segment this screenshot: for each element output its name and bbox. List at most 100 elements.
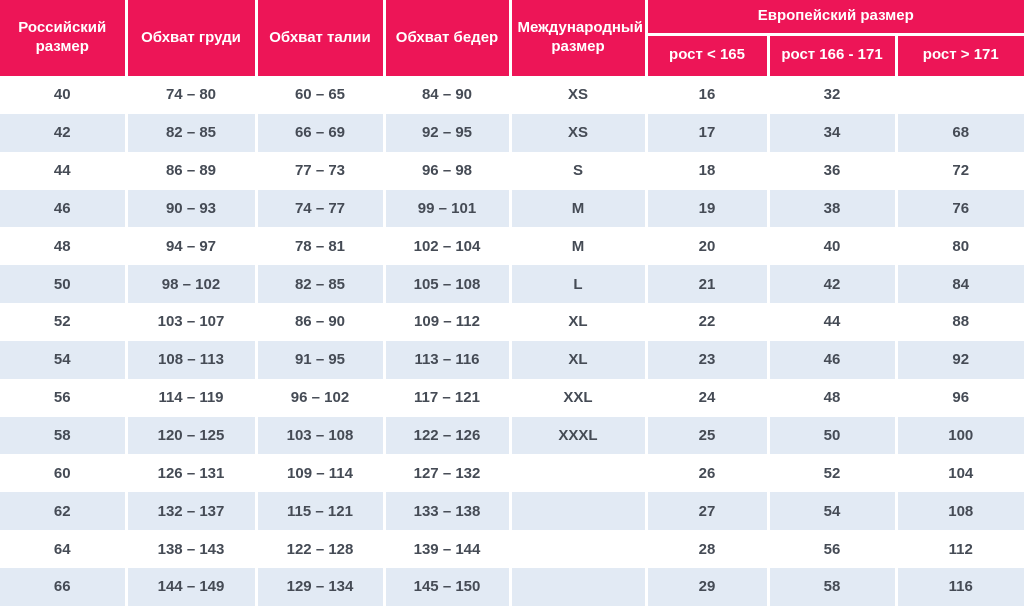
cell-russian-size: 50 — [0, 265, 126, 304]
table-row: 52 103 – 107 86 – 90 109 – 112 XL 22 44 … — [0, 303, 1024, 341]
cell-international-size: XL — [508, 340, 646, 379]
header-height-lt-165: рост < 165 — [644, 32, 768, 76]
header-waist: Обхват талии — [254, 0, 384, 76]
cell-hips: 102 – 104 — [382, 227, 510, 266]
cell-waist: 60 – 65 — [254, 76, 384, 114]
cell-russian-size: 62 — [0, 492, 126, 531]
cell-russian-size: 56 — [0, 378, 126, 417]
cell-height-166-171: 44 — [766, 303, 896, 341]
cell-height-gt-171: 116 — [894, 567, 1024, 606]
table-row: 58 120 – 125 103 – 108 122 – 126 XXXL 25… — [0, 416, 1024, 455]
cell-height-166-171: 52 — [766, 454, 896, 493]
header-european-size: Европейский размер — [644, 0, 1024, 34]
cell-height-166-171: 48 — [766, 378, 896, 417]
header-hips: Обхват бедер — [382, 0, 510, 76]
header-international-size: Международный размер — [508, 0, 646, 76]
cell-hips: 92 – 95 — [382, 113, 510, 152]
cell-international-size: M — [508, 227, 646, 266]
cell-height-166-171: 38 — [766, 189, 896, 228]
cell-hips: 133 – 138 — [382, 492, 510, 531]
cell-russian-size: 44 — [0, 151, 126, 190]
cell-hips: 127 – 132 — [382, 454, 510, 493]
cell-international-size: S — [508, 151, 646, 190]
cell-international-size: XXXL — [508, 416, 646, 455]
cell-height-166-171: 46 — [766, 340, 896, 379]
table-row: 40 74 – 80 60 – 65 84 – 90 XS 16 32 — [0, 76, 1024, 114]
cell-russian-size: 48 — [0, 227, 126, 266]
cell-height-166-171: 42 — [766, 265, 896, 304]
cell-waist: 77 – 73 — [254, 151, 384, 190]
cell-height-gt-171: 112 — [894, 530, 1024, 568]
cell-russian-size: 60 — [0, 454, 126, 493]
cell-chest: 98 – 102 — [124, 265, 256, 304]
cell-height-lt-165: 18 — [644, 151, 768, 190]
cell-chest: 144 – 149 — [124, 567, 256, 606]
cell-waist: 122 – 128 — [254, 530, 384, 568]
cell-waist: 109 – 114 — [254, 454, 384, 493]
cell-waist: 66 – 69 — [254, 113, 384, 152]
cell-waist: 115 – 121 — [254, 492, 384, 531]
cell-chest: 74 – 80 — [124, 76, 256, 114]
cell-height-gt-171: 104 — [894, 454, 1024, 493]
cell-chest: 82 – 85 — [124, 113, 256, 152]
cell-international-size — [508, 454, 646, 493]
cell-height-gt-171: 84 — [894, 265, 1024, 304]
cell-international-size: XS — [508, 76, 646, 114]
cell-waist: 74 – 77 — [254, 189, 384, 228]
table-row: 48 94 – 97 78 – 81 102 – 104 M 20 40 80 — [0, 227, 1024, 266]
cell-height-lt-165: 29 — [644, 567, 768, 606]
cell-height-gt-171: 68 — [894, 113, 1024, 152]
header-height-gt-171: рост > 171 — [894, 32, 1024, 76]
cell-chest: 138 – 143 — [124, 530, 256, 568]
cell-waist: 96 – 102 — [254, 378, 384, 417]
table-header: Российский размер Обхват груди Обхват та… — [0, 0, 1024, 76]
header-chest: Обхват груди — [124, 0, 256, 76]
cell-russian-size: 46 — [0, 189, 126, 228]
cell-height-gt-171: 92 — [894, 340, 1024, 379]
cell-russian-size: 42 — [0, 113, 126, 152]
cell-hips: 139 – 144 — [382, 530, 510, 568]
cell-russian-size: 40 — [0, 76, 126, 114]
cell-international-size: XXL — [508, 378, 646, 417]
cell-chest: 86 – 89 — [124, 151, 256, 190]
cell-height-gt-171 — [894, 76, 1024, 114]
cell-height-166-171: 32 — [766, 76, 896, 114]
table-row: 60 126 – 131 109 – 114 127 – 132 26 52 1… — [0, 454, 1024, 493]
cell-height-lt-165: 27 — [644, 492, 768, 531]
cell-height-gt-171: 72 — [894, 151, 1024, 190]
cell-waist: 103 – 108 — [254, 416, 384, 455]
cell-height-lt-165: 20 — [644, 227, 768, 266]
cell-international-size: L — [508, 265, 646, 304]
cell-chest: 90 – 93 — [124, 189, 256, 228]
cell-chest: 132 – 137 — [124, 492, 256, 531]
cell-russian-size: 54 — [0, 340, 126, 379]
table-row: 44 86 – 89 77 – 73 96 – 98 S 18 36 72 — [0, 151, 1024, 190]
cell-russian-size: 52 — [0, 303, 126, 341]
cell-hips: 109 – 112 — [382, 303, 510, 341]
cell-waist: 129 – 134 — [254, 567, 384, 606]
cell-russian-size: 64 — [0, 530, 126, 568]
cell-height-lt-165: 23 — [644, 340, 768, 379]
cell-height-166-171: 36 — [766, 151, 896, 190]
cell-chest: 120 – 125 — [124, 416, 256, 455]
cell-height-166-171: 34 — [766, 113, 896, 152]
cell-waist: 82 – 85 — [254, 265, 384, 304]
cell-height-166-171: 50 — [766, 416, 896, 455]
table-row: 50 98 – 102 82 – 85 105 – 108 L 21 42 84 — [0, 265, 1024, 304]
cell-international-size: M — [508, 189, 646, 228]
cell-height-gt-171: 108 — [894, 492, 1024, 531]
cell-height-lt-165: 22 — [644, 303, 768, 341]
cell-height-lt-165: 17 — [644, 113, 768, 152]
cell-height-166-171: 58 — [766, 567, 896, 606]
table-row: 62 132 – 137 115 – 121 133 – 138 27 54 1… — [0, 492, 1024, 531]
cell-hips: 113 – 116 — [382, 340, 510, 379]
cell-height-166-171: 40 — [766, 227, 896, 266]
cell-hips: 99 – 101 — [382, 189, 510, 228]
cell-chest: 108 – 113 — [124, 340, 256, 379]
table-row: 66 144 – 149 129 – 134 145 – 150 29 58 1… — [0, 567, 1024, 606]
cell-international-size — [508, 492, 646, 531]
cell-height-lt-165: 21 — [644, 265, 768, 304]
header-row-main: Российский размер Обхват груди Обхват та… — [0, 0, 1024, 76]
cell-height-lt-165: 19 — [644, 189, 768, 228]
